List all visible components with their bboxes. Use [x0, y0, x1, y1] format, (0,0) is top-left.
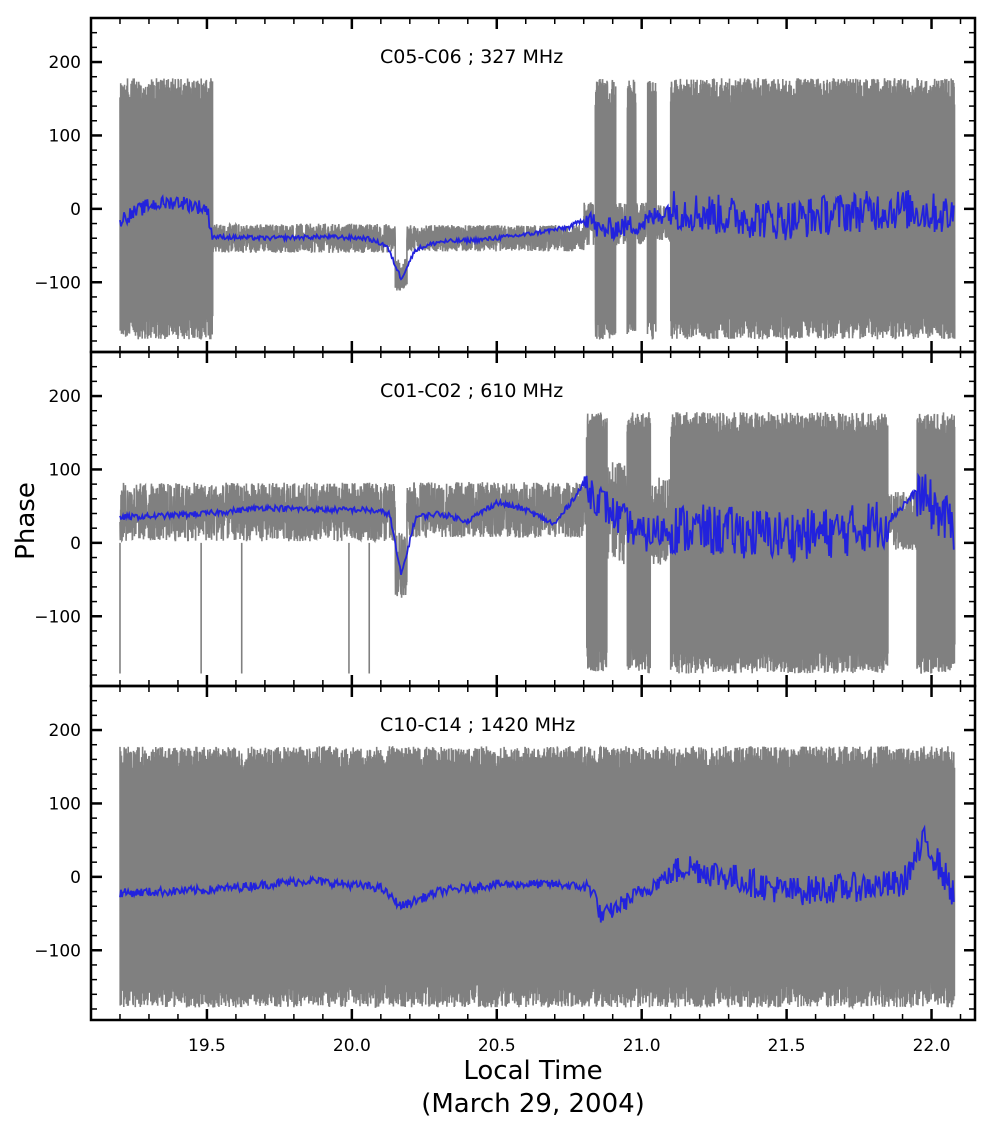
x-tick-label: 20.5	[478, 1036, 516, 1056]
x-axis-label: Local Time	[463, 1056, 602, 1086]
panels: 200 100 0 −100 C05-C06 ; 327 MHz 200 100 0 −100 C…	[34, 16, 977, 1056]
y-tick-label: −100	[34, 273, 81, 293]
y-tick-label: 0	[70, 200, 81, 220]
smoothed-phase-series	[119, 190, 955, 281]
panel-frame	[89, 684, 977, 1022]
x-tick-label: 20.0	[333, 1036, 371, 1056]
y-tick-label: −100	[34, 941, 81, 961]
panel-title: C05-C06 ; 327 MHz	[380, 46, 563, 68]
x-tick-label: 22.0	[913, 1036, 951, 1056]
y-axis-label: Phase	[11, 482, 41, 560]
plot-area	[119, 77, 956, 340]
y-tick-label: 0	[70, 534, 81, 554]
x-tick-label: 19.5	[188, 1036, 226, 1056]
x-axis-label-date: (March 29, 2004)	[421, 1089, 645, 1119]
panel-title: C10-C14 ; 1420 MHz	[380, 714, 575, 736]
smoothed-phase-series	[119, 472, 955, 576]
y-tick-label: 0	[70, 868, 81, 888]
y-tick-label: 100	[49, 126, 81, 146]
panel-3: 200 100 0 −100 C10-C14 ; 1420 MHz 19.5 20.0 20.…	[34, 684, 977, 1056]
x-tick-label: 21.5	[768, 1036, 806, 1056]
panel-1: 200 100 0 −100 C05-C06 ; 327 MHz	[34, 16, 977, 354]
y-tick-label: 100	[49, 460, 81, 480]
plot-area	[119, 745, 956, 1010]
raw-phase-series	[119, 77, 956, 340]
smoothed-phase-series	[119, 824, 955, 923]
panel-2: 200 100 0 −100 C01-C02 ; 610 MHz	[34, 350, 977, 688]
y-tick-label: −100	[34, 607, 81, 627]
y-tick-label: 200	[49, 387, 81, 407]
plot-area	[119, 412, 956, 674]
y-tick-label: 200	[49, 721, 81, 741]
panel-title: C01-C02 ; 610 MHz	[380, 380, 563, 402]
x-tick-label: 21.0	[623, 1036, 661, 1056]
y-tick-label: 100	[49, 794, 81, 814]
y-tick-label: 200	[49, 53, 81, 73]
raw-phase-series	[119, 745, 956, 1010]
